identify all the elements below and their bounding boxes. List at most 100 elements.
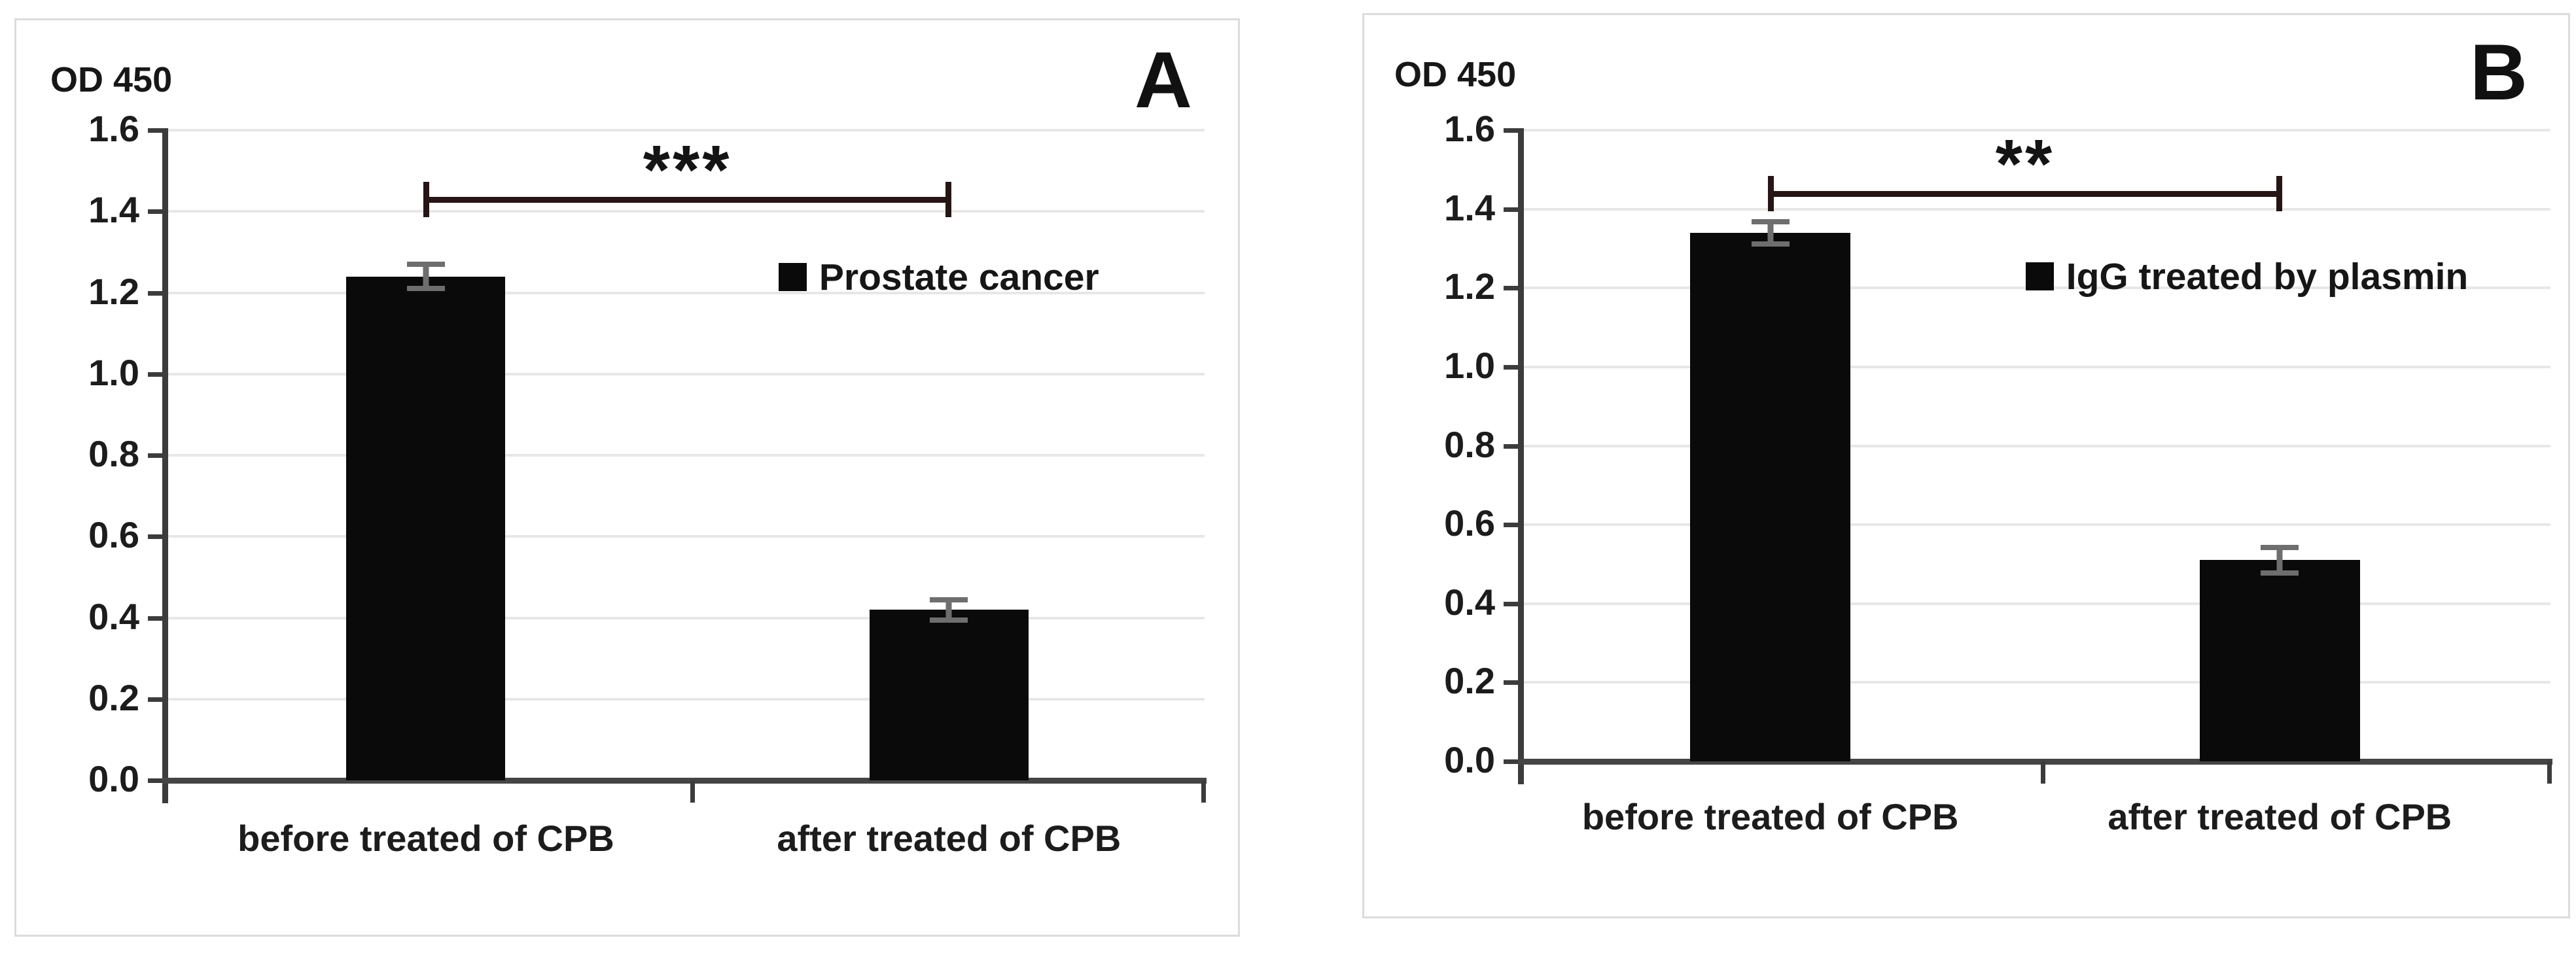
gridline (166, 535, 1205, 538)
y-tick-mark (1504, 443, 1521, 449)
error-bar-cap-top (2261, 545, 2299, 551)
x-axis-mid-tick (2041, 761, 2046, 784)
y-tick-mark (1504, 759, 1521, 764)
error-bar-cap-top (406, 262, 445, 267)
gridline (166, 129, 1205, 131)
legend-label: Prostate cancer (819, 256, 1099, 298)
bar (2199, 560, 2360, 761)
y-tick-mark (1504, 207, 1521, 212)
y-tick-label: 0.2 (88, 676, 139, 718)
y-tick-mark (1504, 128, 1521, 133)
y-tick-mark (148, 778, 166, 783)
legend: IgG treated by plasmin (2025, 255, 2468, 298)
y-tick-mark (1504, 364, 1521, 370)
x-axis-mid-tick (690, 780, 695, 803)
x-category-label: after treated of CPB (777, 818, 1121, 859)
y-tick-mark (148, 128, 166, 133)
y-tick-label: 0.0 (88, 757, 139, 799)
plot-area-a: 0.0 0.2 0.4 0.6 0.8 1.0 1.2 1.4 1.6 before treate… (88, 108, 1207, 859)
legend-swatch (2025, 262, 2054, 291)
bar (1689, 232, 1851, 761)
y-tick-label: 0.6 (88, 514, 139, 556)
significance-text: *** (643, 131, 732, 209)
legend: Prostate cancer (778, 256, 1099, 299)
y-tick-mark (148, 534, 166, 540)
error-bar-cap-bottom (406, 286, 445, 292)
gridline (1521, 444, 2550, 447)
x-category-label: before treated of CPB (238, 818, 614, 859)
y-tick-label: 1.2 (1444, 266, 1495, 307)
y-tick-label: 0.0 (1444, 738, 1495, 780)
significance-bracket-cap-left (1767, 175, 1774, 211)
y-tick-mark (148, 209, 166, 215)
y-tick-label: 1.6 (88, 107, 139, 149)
gridline (1521, 129, 2550, 131)
significance-text: ** (1995, 125, 2055, 203)
y-axis-title: OD 450 (50, 60, 173, 99)
error-bar-cap-top (1751, 218, 1790, 224)
y-axis-line (162, 128, 168, 803)
y-tick-label: 1.4 (1444, 186, 1495, 228)
y-tick-mark (148, 290, 166, 296)
gridline (166, 454, 1205, 457)
significance-bracket-cap-right (945, 181, 952, 217)
y-tick-label: 0.8 (88, 432, 139, 474)
y-tick-label: 1.0 (88, 351, 139, 393)
x-category-label: before treated of CPB (1581, 796, 1959, 837)
error-bar-cap-bottom (930, 617, 968, 623)
error-bar-stem (945, 599, 952, 620)
y-tick-label: 0.6 (1444, 502, 1495, 544)
gridline (166, 697, 1205, 701)
y-tick-label: 1.6 (1444, 107, 1495, 149)
bar (346, 276, 506, 780)
significance-bracket-cap-right (2276, 175, 2283, 211)
error-bar-stem (2276, 547, 2283, 573)
gridline (1521, 365, 2550, 368)
x-axis-line (162, 778, 1207, 784)
error-bar-stem (423, 264, 429, 289)
significance-bracket-cap-left (423, 181, 429, 217)
plot-area-b: 0.0 0.2 0.4 0.6 0.8 1.0 1.2 1.4 1.6 before treate… (1444, 108, 2552, 837)
significance-bracket (423, 196, 952, 203)
y-tick-mark (1504, 523, 1521, 528)
error-bar-cap-bottom (1751, 241, 1790, 247)
y-axis-title: OD 450 (1394, 55, 1517, 94)
panel-letter-b: B (2469, 27, 2528, 116)
y-tick-mark (148, 697, 166, 702)
y-tick-label: 1.0 (1444, 344, 1495, 386)
gridline (1521, 602, 2550, 605)
y-tick-mark (148, 372, 166, 377)
y-tick-mark (148, 453, 166, 458)
panel-a: OD 450 A 0.0 0.2 0.4 0.6 0.8 1.0 1.2 1.4 1.6 befo… (14, 18, 1240, 937)
y-tick-label: 0.4 (1444, 581, 1495, 623)
y-axis-line (1518, 128, 1524, 784)
y-tick-mark (1504, 680, 1521, 686)
error-bar-cap-bottom (2261, 570, 2299, 576)
gridline (1521, 681, 2550, 684)
gridline (166, 616, 1205, 619)
gridline (1521, 207, 2550, 211)
y-tick-mark (148, 616, 166, 621)
y-tick-label: 0.2 (1444, 660, 1495, 702)
x-axis-end-tick (1201, 780, 1206, 803)
x-axis-line (1518, 759, 2552, 765)
legend-swatch (778, 263, 807, 292)
panel-b: OD 450 B 0.0 0.2 0.4 0.6 0.8 1.0 1.2 1.4 1.6 befo… (1362, 13, 2570, 918)
gridline (1521, 523, 2550, 527)
x-category-label: after treated of CPB (2108, 796, 2452, 837)
y-tick-mark (1504, 601, 1521, 606)
gridline (166, 291, 1205, 294)
gridline (166, 372, 1205, 375)
y-tick-mark (1504, 286, 1521, 291)
bar (869, 610, 1029, 780)
x-axis-end-tick (2547, 761, 2552, 784)
error-bar-cap-top (930, 597, 968, 602)
y-tick-label: 1.2 (88, 270, 139, 312)
error-bar-stem (1767, 221, 1774, 244)
significance-bracket (1767, 190, 2283, 197)
y-tick-label: 0.4 (88, 595, 139, 637)
y-tick-label: 1.4 (88, 189, 139, 231)
gridline (166, 210, 1205, 213)
panel-letter-a: A (1134, 35, 1192, 124)
